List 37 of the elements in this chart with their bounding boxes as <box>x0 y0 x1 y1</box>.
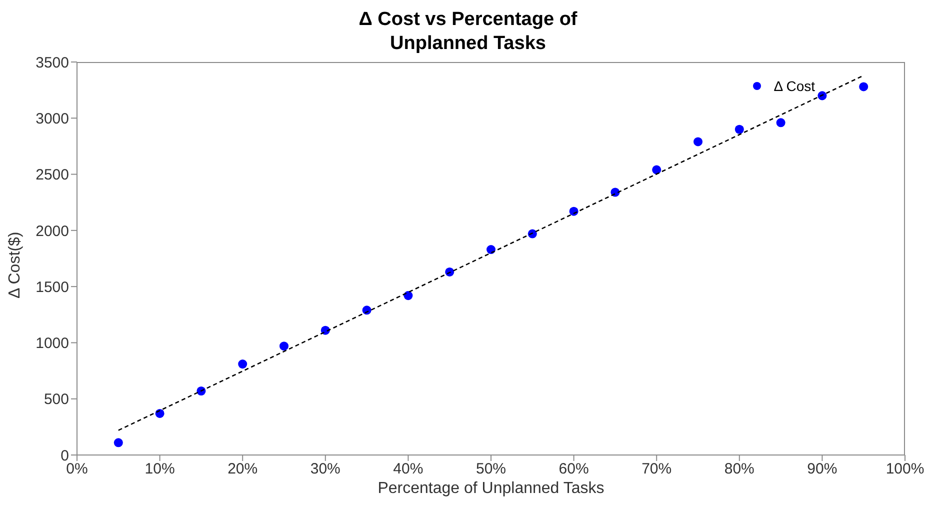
x-tick-label: 20% <box>228 460 258 478</box>
legend-label: Δ Cost <box>774 78 815 94</box>
point <box>734 124 744 134</box>
point <box>569 206 578 216</box>
point <box>362 306 372 315</box>
y-tick-label: 3000 <box>36 110 69 128</box>
y-tick-label: 2000 <box>36 222 69 240</box>
point <box>445 267 454 276</box>
x-tick-label: 0% <box>66 460 88 478</box>
x-tick-label: 80% <box>724 460 754 478</box>
point <box>486 245 496 254</box>
y-tick-label: 1500 <box>36 278 69 296</box>
point <box>776 118 786 128</box>
x-tick-label: 90% <box>807 460 838 478</box>
x-tick-label: 40% <box>393 460 424 478</box>
point <box>238 360 248 369</box>
x-tick-label: 50% <box>476 460 506 478</box>
point <box>693 137 703 146</box>
point <box>652 165 662 174</box>
point <box>155 408 164 418</box>
y-tick-label: 0 <box>60 447 69 464</box>
y-tick-label: 2500 <box>36 166 69 184</box>
y-tick-label: 3500 <box>36 54 69 72</box>
point <box>859 82 868 92</box>
x-tick-label: 30% <box>310 460 340 478</box>
point <box>404 291 413 300</box>
y-tick-label: 500 <box>44 391 69 408</box>
x-tick-label: 60% <box>558 460 589 478</box>
chart-title: Δ Cost vs Percentage of Unplanned Tasks <box>358 8 578 56</box>
y-tick-label: 1000 <box>36 335 69 352</box>
y-axis-title: Δ Cost($) <box>6 232 24 298</box>
x-axis-title: Percentage of Unplanned Tasks <box>378 480 604 497</box>
x-tick-label: 10% <box>144 460 175 478</box>
point <box>279 342 289 351</box>
x-tick-label: 70% <box>642 460 672 478</box>
point <box>114 438 123 448</box>
x-tick-label: 100% <box>886 460 924 478</box>
